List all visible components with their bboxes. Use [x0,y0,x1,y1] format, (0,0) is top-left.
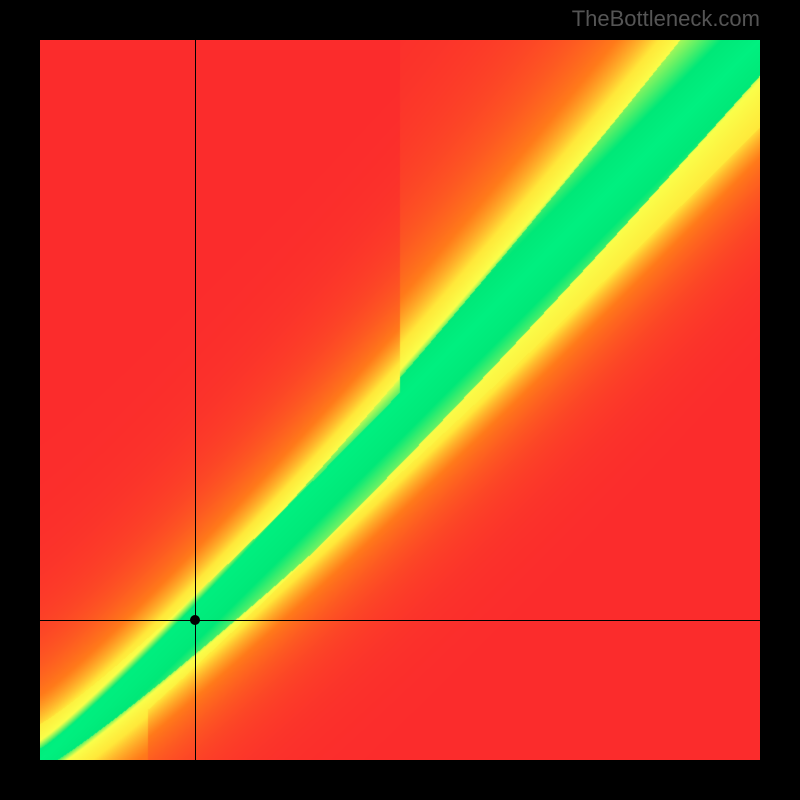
watermark-text: TheBottleneck.com [572,6,760,32]
heatmap-plot [40,40,760,760]
heatmap-canvas [40,40,760,760]
crosshair-horizontal [40,620,760,621]
crosshair-vertical [195,40,196,760]
crosshair-marker [190,615,200,625]
